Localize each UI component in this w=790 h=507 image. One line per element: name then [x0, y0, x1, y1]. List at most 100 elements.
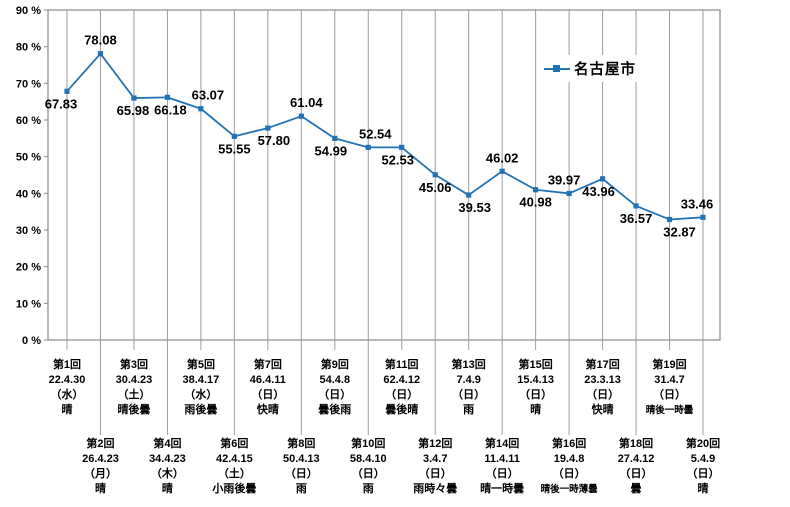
x-axis-label: 第13回 7.4.9 （日） 雨 [452, 357, 486, 416]
data-label: 52.54 [359, 126, 392, 141]
x-label-round: 第6回 [220, 436, 248, 450]
x-axis-label: 第12回 3.4.7 （日）雨時々曇 [413, 436, 457, 495]
y-tick-label: 70 % [16, 78, 41, 90]
x-axis-label: 第9回 54.4.8 （日）曇後雨 [318, 357, 351, 416]
x-label-day: （土） [218, 466, 251, 480]
data-point-marker [231, 133, 237, 139]
x-label-day: （水） [184, 387, 217, 401]
x-label-weather: 晴後曇 [117, 402, 150, 416]
x-axis-label: 第4回 34.4.23 （木）晴 [149, 436, 186, 495]
x-label-date: 23.3.13 [584, 374, 621, 386]
x-axis-label: 第19回 31.4.7 （日） 晴後一時曇 [646, 357, 694, 416]
data-point-marker [64, 88, 70, 94]
x-label-weather: 快晴 [256, 402, 279, 416]
x-label-round: 第11回 [385, 357, 419, 371]
x-label-date: 58.4.10 [350, 453, 387, 465]
data-point-marker [298, 113, 304, 119]
x-label-round: 第17回 [585, 357, 619, 371]
x-label-day: （土） [117, 387, 150, 401]
x-axis-label: 第2回 26.4.23 （月）晴 [82, 436, 119, 495]
x-axis-label: 第18回 27.4.12 （日）曇 [618, 436, 655, 495]
x-label-date: 31.4.7 [654, 374, 685, 386]
data-label: 52.53 [381, 152, 414, 167]
data-point-marker [566, 190, 572, 197]
x-label-weather: 雨 [296, 482, 307, 495]
data-label: 78.08 [84, 33, 117, 48]
x-label-date: 22.4.30 [49, 374, 86, 386]
x-label-day: （日） [687, 467, 720, 480]
x-label-date: 5.4.9 [691, 453, 715, 465]
x-axis-label: 第8回 50.4.13 （日） 雨 [283, 436, 320, 495]
x-label-date: 26.4.23 [82, 453, 119, 465]
x-axis-label: 第16回 19.4.8 （日） 晴後一時薄曇 [541, 436, 599, 495]
y-tick-label: 0 % [22, 335, 41, 347]
x-axis-label: 第5回 38.4.17 （水）雨後曇 [183, 357, 220, 416]
data-label: 39.53 [458, 200, 491, 215]
x-axis-label: 第6回 42.4.15 （土）小雨後曇 [211, 436, 256, 495]
x-label-weather: 晴一時曇 [480, 481, 524, 495]
y-tick-label: 50 % [16, 152, 41, 164]
x-label-date: 34.4.23 [149, 453, 186, 465]
data-point-marker [533, 187, 539, 193]
x-label-weather: 晴 [95, 481, 106, 495]
x-axis-label: 第14回 11.4.11 （日）晴一時曇 [480, 436, 524, 495]
data-label: 55.55 [218, 141, 251, 156]
x-label-weather: 雨後曇 [184, 402, 217, 416]
x-label-round: 第14回 [485, 436, 519, 450]
x-label-date: 3.4.7 [423, 453, 447, 465]
x-label-day: （日） [452, 388, 485, 401]
x-label-day: （日） [385, 388, 418, 401]
x-label-round: 第19回 [652, 357, 686, 371]
x-label-weather: 晴後一時曇 [646, 404, 694, 416]
x-label-date: 30.4.23 [116, 374, 153, 386]
plot-border [47, 9, 721, 341]
x-label-weather: 雨 [463, 403, 474, 416]
data-label: 67.83 [45, 96, 78, 111]
x-label-round: 第9回 [321, 357, 349, 371]
data-point-marker [365, 144, 371, 150]
data-label: 43.96 [582, 184, 615, 199]
x-label-day: （水） [51, 387, 84, 401]
x-label-date: 38.4.17 [183, 374, 220, 386]
series-line [66, 52, 704, 221]
x-axis-label: 第17回 23.3.13 （日）快晴 [584, 357, 621, 416]
y-tick-label: 90 % [16, 5, 41, 17]
data-point-marker [599, 176, 606, 182]
legend-series-label: 名古屋市 [574, 62, 636, 78]
data-label: 61.04 [290, 95, 323, 110]
x-label-date: 27.4.12 [618, 453, 655, 465]
data-point-marker [164, 94, 171, 100]
x-label-day: （日） [419, 467, 452, 480]
x-label-round: 第5回 [187, 357, 215, 371]
x-label-round: 第16回 [552, 436, 586, 450]
legend: 名古屋市 [538, 55, 642, 82]
x-label-day: （日） [620, 467, 653, 480]
x-label-day: （日） [318, 388, 351, 401]
x-label-day: （日） [586, 388, 619, 401]
data-point-marker [700, 214, 706, 220]
x-label-day: （日） [251, 388, 284, 401]
x-label-weather: 曇後雨 [318, 402, 351, 416]
data-label: 32.87 [663, 224, 696, 239]
y-tick-label: 10 % [16, 298, 41, 310]
x-label-weather: 雨 [363, 482, 374, 495]
y-tick-label: 80 % [16, 42, 41, 54]
x-label-date: 46.4.11 [250, 374, 286, 386]
x-label-date: 50.4.13 [283, 453, 320, 465]
x-label-weather: 晴後一時薄曇 [541, 483, 599, 495]
x-label-round: 第3回 [120, 357, 148, 371]
data-label: 63.07 [192, 88, 225, 103]
data-label: 65.98 [117, 103, 150, 118]
x-label-round: 第10回 [351, 436, 385, 450]
x-label-day: （日） [486, 467, 519, 480]
x-label-weather: 快晴 [591, 402, 614, 416]
x-label-round: 第7回 [254, 357, 282, 371]
data-label: 33.46 [681, 196, 714, 211]
x-label-date: 7.4.9 [456, 374, 480, 386]
x-label-round: 第4回 [153, 436, 181, 450]
legend-line-marker-icon [544, 64, 570, 73]
x-axis-label: 第20回 5.4.9 （日）晴 [686, 436, 720, 495]
x-label-day: （日） [653, 388, 686, 401]
data-point-marker [466, 192, 472, 198]
